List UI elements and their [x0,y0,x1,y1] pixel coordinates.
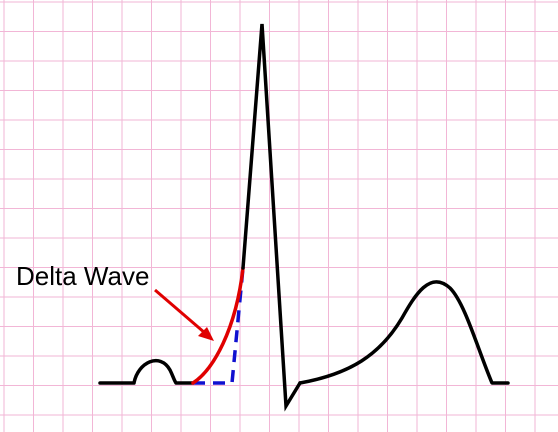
annotation-arrow-head [198,327,214,341]
normal-upstroke-dashed [193,267,245,385]
qrs-complex [241,23,302,412]
t-wave [298,280,510,385]
p-wave [98,358,195,385]
delta-wave-curve [191,266,245,385]
delta-wave-label: Delta Wave [16,261,149,291]
annotation-arrow-line [154,288,206,335]
